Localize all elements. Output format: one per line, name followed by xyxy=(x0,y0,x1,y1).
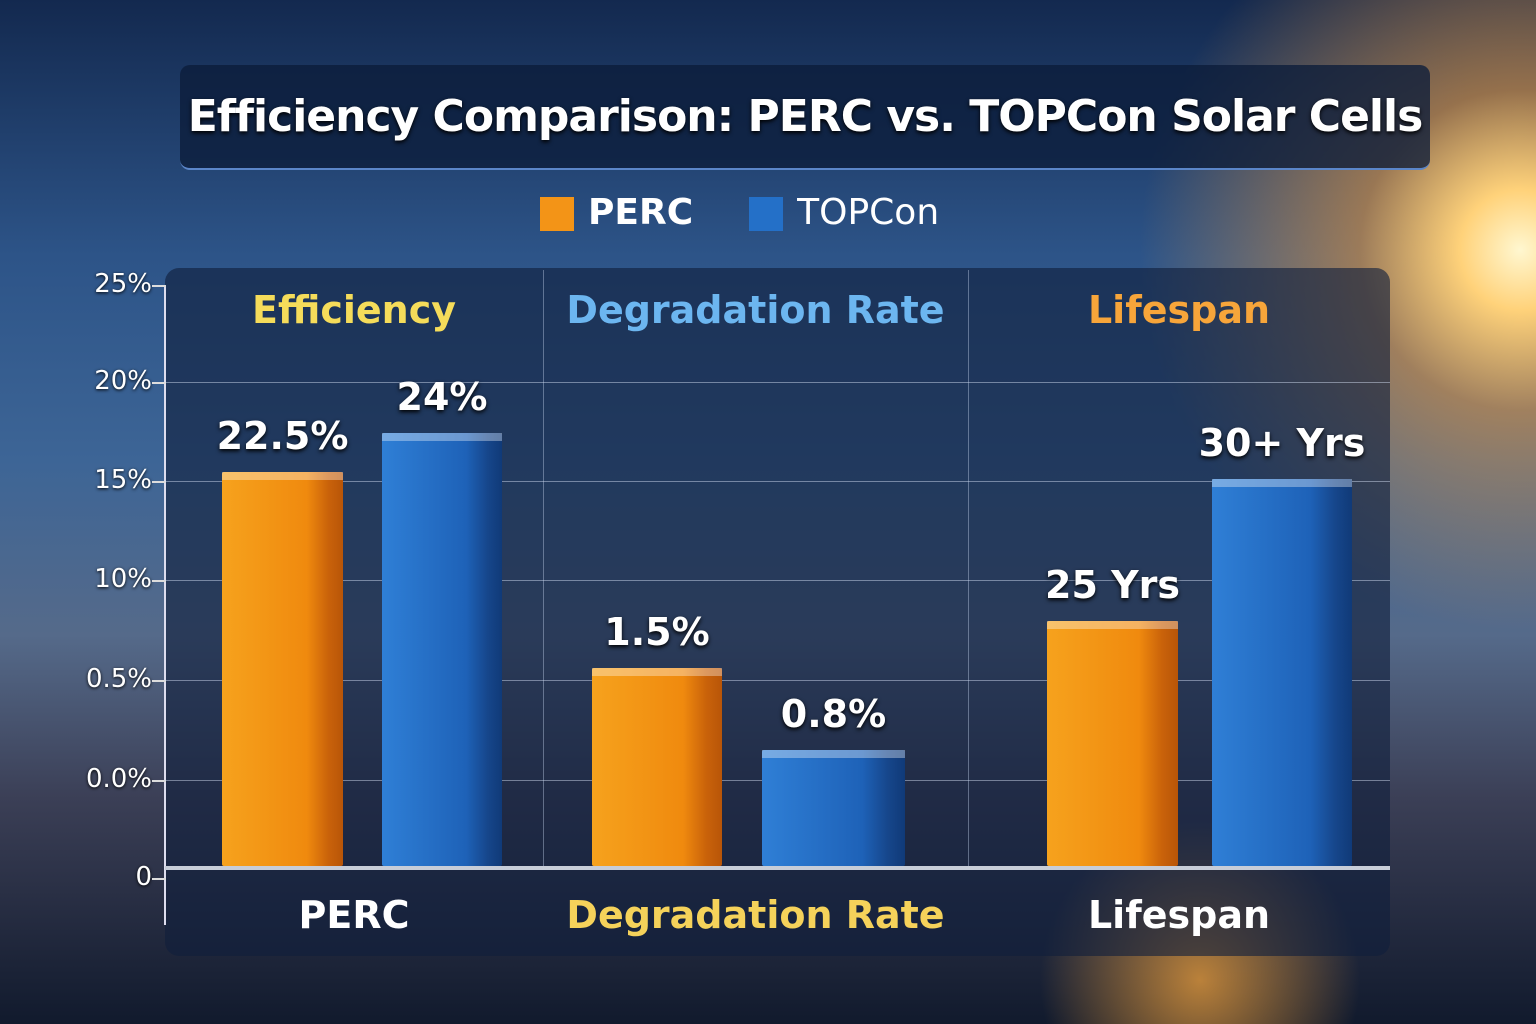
bar-topcon xyxy=(762,749,905,866)
legend-swatch-perc xyxy=(540,197,574,231)
section-title: Degradation Rate xyxy=(566,288,945,332)
x-axis-baseline xyxy=(165,866,1390,870)
value-label-perc: 1.5% xyxy=(604,610,710,655)
y-tick-mark xyxy=(152,481,166,483)
y-tick-mark xyxy=(152,680,166,682)
gridline xyxy=(165,382,1390,383)
y-tick-mark xyxy=(152,878,166,880)
value-label-topcon: 0.8% xyxy=(780,691,887,736)
gridline xyxy=(165,580,1390,581)
y-tick-mark xyxy=(152,285,166,287)
y-tick-label: 15% xyxy=(94,465,152,495)
y-tick-mark xyxy=(152,382,166,384)
legend-swatch-topcon xyxy=(749,197,784,231)
gridline xyxy=(165,481,1390,482)
title-box: Efficiency Comparison: PERC vs. TOPCon S… xyxy=(180,65,1430,170)
category-label: PERC xyxy=(298,893,410,937)
legend-item-perc: PERC xyxy=(540,192,693,233)
bar-topcon xyxy=(382,433,502,866)
section-divider xyxy=(543,270,544,866)
value-label-topcon: 30+ Yrs xyxy=(1198,420,1366,465)
gridline xyxy=(165,680,1390,681)
category-label: Lifespan xyxy=(1087,893,1271,937)
y-tick-label: 10% xyxy=(94,564,152,594)
category-label: Degradation Rate xyxy=(566,893,945,937)
bar-perc xyxy=(222,471,343,866)
section-title: Lifespan xyxy=(1087,288,1271,332)
chart-title: Efficiency Comparison: PERC vs. TOPCon S… xyxy=(187,91,1424,142)
y-tick-label: 0.0% xyxy=(85,764,152,794)
y-tick-label: 20% xyxy=(94,366,152,396)
legend-item-topcon: TOPCon xyxy=(749,192,939,233)
value-label-perc: 22.5% xyxy=(216,413,349,458)
section-title: Efficiency xyxy=(251,288,456,332)
bar-perc xyxy=(1047,621,1178,866)
legend: PERC TOPCon xyxy=(540,192,939,233)
y-tick-label: 0 xyxy=(135,862,152,892)
section-divider xyxy=(968,270,969,866)
y-tick-label: 25% xyxy=(94,269,152,299)
bar-perc xyxy=(592,668,722,866)
value-label-perc: 25 Yrs xyxy=(1045,563,1180,608)
bar-topcon xyxy=(1212,478,1352,866)
y-tick-label: 0.5% xyxy=(85,664,152,694)
y-axis xyxy=(164,285,166,925)
legend-label: TOPCon xyxy=(797,192,940,233)
legend-label: PERC xyxy=(588,192,694,233)
y-tick-mark xyxy=(152,580,166,582)
value-label-topcon: 24% xyxy=(396,375,488,420)
y-tick-mark xyxy=(152,780,166,782)
